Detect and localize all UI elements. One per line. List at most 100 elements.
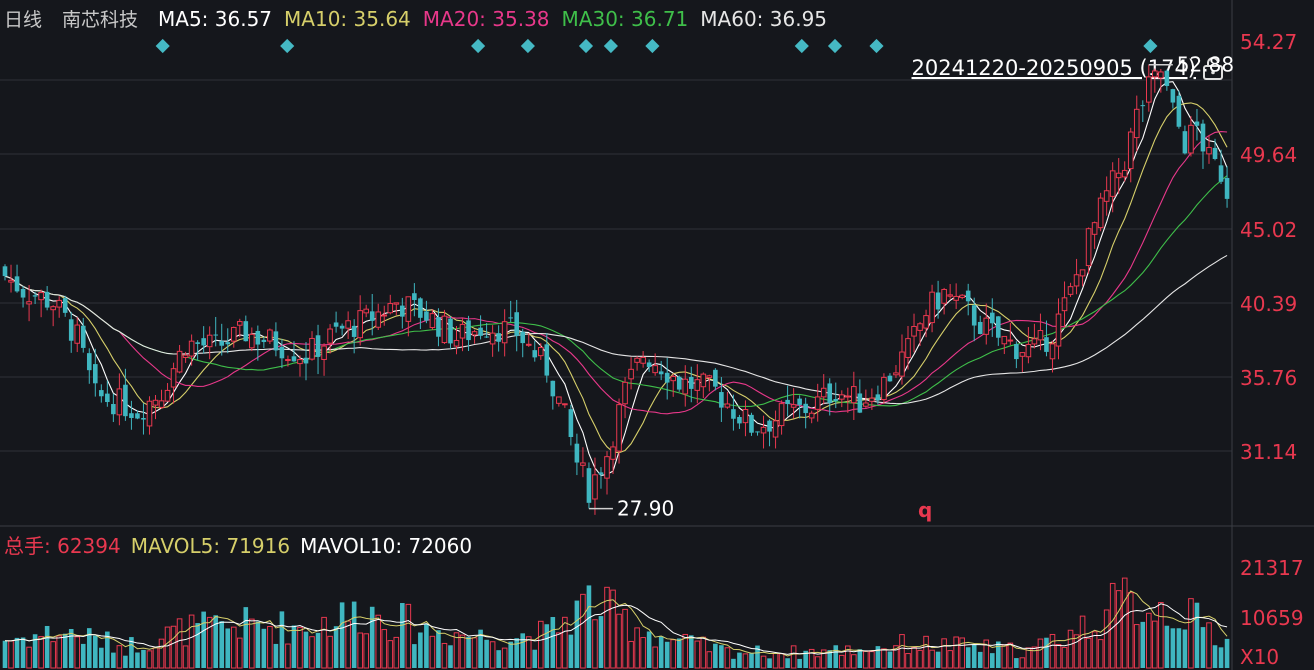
candle [616,398,622,464]
volume-bar [803,650,808,668]
candle [459,318,466,352]
candle [375,303,382,331]
candle [1109,162,1116,213]
candle [580,447,586,478]
candle [32,291,38,305]
volume-bar [971,644,977,668]
candle [86,348,92,384]
mavol10-line [4,603,1228,655]
candle [899,334,905,385]
candle [1014,341,1019,369]
volume-bar [670,639,677,669]
volume-bar [820,649,827,669]
volume-bar [243,607,249,668]
candle [820,374,827,405]
mavol10-value: 72060 [408,534,472,558]
volume-bar [230,626,237,669]
candle [989,298,995,337]
candle [1164,69,1170,91]
candle [965,283,971,316]
mavol5-label: MAVOL5: [131,534,227,558]
candle [74,317,81,353]
volume-bar [393,636,400,669]
candle [941,287,947,315]
volume-bar [947,650,953,669]
volume-bar [321,616,327,669]
lock-icon[interactable] [1203,57,1223,80]
candle [236,318,243,338]
volume-bar [1091,631,1098,669]
candle [393,302,400,316]
volume-bar [658,636,664,668]
candle [996,316,1001,346]
volume-bar [634,627,640,669]
ma10-label: MA10: [284,7,353,31]
price-tick: 49.64 [1240,143,1297,167]
ma60-value: 36.95 [770,7,827,31]
event-marker-icon [578,38,594,54]
volume-bar [1014,658,1019,668]
candle [182,351,189,363]
volume-bar [285,643,291,669]
volume-bar [273,643,279,668]
candle [598,467,604,489]
volume-bar [105,631,110,668]
volume-bar [622,608,628,669]
volume-bar [694,640,701,669]
volume-bar [664,641,670,668]
candle [489,325,496,357]
volume-bar [182,645,189,669]
candle [201,326,206,354]
volume-bar [249,618,255,669]
candle [706,374,713,392]
volume-bar [441,642,448,669]
candle [291,341,297,362]
volume-bar [562,616,568,669]
candle [164,383,171,402]
candle [838,390,845,408]
candle [225,328,231,354]
volume-bar [742,653,749,669]
volume-bar [1182,629,1188,668]
candle [243,315,249,342]
candle [111,393,116,423]
candle [887,373,893,382]
candle [929,284,935,333]
candle [959,294,965,300]
candle [592,457,598,515]
volume-bar [935,651,941,668]
candle [1055,298,1062,360]
volume-bar [375,614,382,669]
volume-bar [875,646,881,668]
candle [953,283,959,310]
volume-bar [141,649,146,668]
candles [2,64,1230,515]
volume-bar [8,640,14,669]
candle [1182,125,1188,155]
candle [514,299,519,352]
volume-bar [123,655,128,668]
candle [261,336,267,349]
volume-bar [1115,590,1122,669]
volume-bar [1001,644,1008,669]
candle [123,368,128,421]
candle [1194,108,1200,141]
price-tick: 54.27 [1240,30,1297,54]
candle [1073,258,1080,295]
candle [1061,281,1068,328]
volume-bar [86,628,92,668]
candle [501,309,508,357]
volume-bar [1044,637,1049,668]
volume-bar [2,640,8,668]
candle [905,325,911,370]
candle [146,396,153,435]
candle [1218,149,1224,185]
volume-bar [1097,639,1104,669]
volume-bar [556,632,562,669]
candle [875,385,881,405]
candle [1001,335,1008,355]
volume-bar [857,649,863,668]
volume-tick: X10 [1240,645,1279,669]
volume-bar [38,636,44,669]
